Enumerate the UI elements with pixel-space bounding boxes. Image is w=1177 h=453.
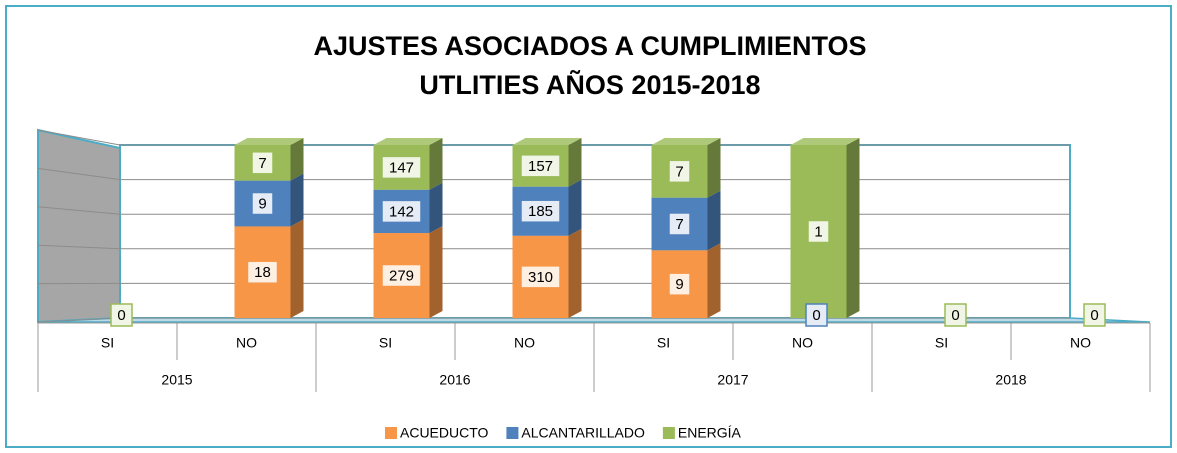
grid-line [37, 317, 121, 323]
grid-line [37, 167, 121, 181]
value-label-box [246, 260, 279, 284]
group-label: 2018 [995, 372, 1026, 388]
bar-top [512, 138, 582, 145]
x-tick-label: NO [792, 335, 813, 351]
grid-line [37, 129, 121, 146]
legend-label: ACUEDUCTO [400, 425, 489, 441]
value-label-box [668, 272, 691, 296]
value-label-box [110, 303, 133, 327]
value-label: 0 [812, 307, 820, 324]
bar-side [290, 219, 304, 318]
chart-title: AJUSTES ASOCIADOS A CUMPLIMIENTOS [313, 31, 866, 61]
bar-top [373, 138, 443, 145]
legend-label: ALCANTARILLADO [521, 425, 645, 441]
group-label: 2017 [717, 372, 748, 388]
legend-label: ENERGÍA [678, 425, 742, 441]
bar-top [790, 138, 860, 145]
value-label: 157 [528, 158, 553, 175]
value-label: 279 [389, 267, 414, 284]
value-label: 7 [675, 163, 683, 180]
x-tick-label: SI [657, 335, 670, 351]
value-label-box [381, 199, 422, 224]
bar-side [568, 138, 582, 187]
x-tick-label: NO [236, 335, 257, 351]
value-label: 310 [528, 269, 553, 286]
value-label: 147 [389, 159, 414, 176]
bar-side [568, 179, 582, 236]
value-label-box [520, 154, 561, 178]
bar-side [707, 243, 721, 318]
group-label: 2016 [439, 372, 470, 388]
value-label-box [251, 191, 274, 216]
value-label-box [520, 199, 561, 223]
legend-swatch [662, 427, 675, 439]
x-tick-label: SI [935, 335, 948, 351]
value-label: 1 [814, 223, 822, 240]
grid-line [37, 206, 121, 215]
x-tick-label: NO [1070, 335, 1091, 351]
value-label-box [381, 263, 422, 288]
legend-swatch [385, 427, 397, 439]
bar-side [429, 138, 443, 190]
value-label: 185 [528, 203, 553, 220]
value-label: 7 [258, 155, 266, 172]
bar-side [846, 138, 860, 318]
value-label: 7 [675, 216, 683, 233]
value-label: 9 [258, 195, 266, 212]
value-label-box [668, 159, 691, 184]
floor [37, 317, 1151, 323]
value-label-box [807, 219, 830, 244]
grid-line [37, 244, 121, 250]
bar-side [429, 182, 443, 234]
legend-swatch [506, 427, 519, 439]
x-tick-label: SI [379, 335, 392, 351]
value-label: 0 [951, 307, 959, 324]
value-label-box [1083, 303, 1106, 327]
bar-side [707, 138, 721, 198]
value-label-box [805, 303, 828, 327]
value-label-box [251, 151, 274, 175]
value-label: 0 [1090, 307, 1098, 324]
value-label: 9 [675, 276, 683, 293]
x-tick-label: SI [101, 335, 114, 351]
value-label-box [381, 155, 422, 180]
value-label: 142 [389, 203, 414, 220]
group-label: 2015 [161, 372, 192, 388]
bar-side [568, 228, 582, 318]
bar-top [651, 138, 721, 145]
bar-side [707, 190, 721, 251]
bar-side [429, 226, 443, 318]
value-label-box [520, 265, 561, 289]
value-label-box [668, 212, 691, 236]
value-label-box [944, 303, 967, 327]
value-label: 0 [117, 307, 125, 324]
x-tick-label: NO [514, 335, 535, 351]
bar-side [290, 138, 304, 181]
chart-subtitle: UTLITIES AÑOS 2015-2018 [419, 69, 760, 100]
bar [234, 138, 304, 181]
bar-side [290, 173, 304, 227]
value-label: 18 [254, 264, 271, 281]
side-wall [37, 128, 121, 324]
bar-top [234, 138, 304, 145]
